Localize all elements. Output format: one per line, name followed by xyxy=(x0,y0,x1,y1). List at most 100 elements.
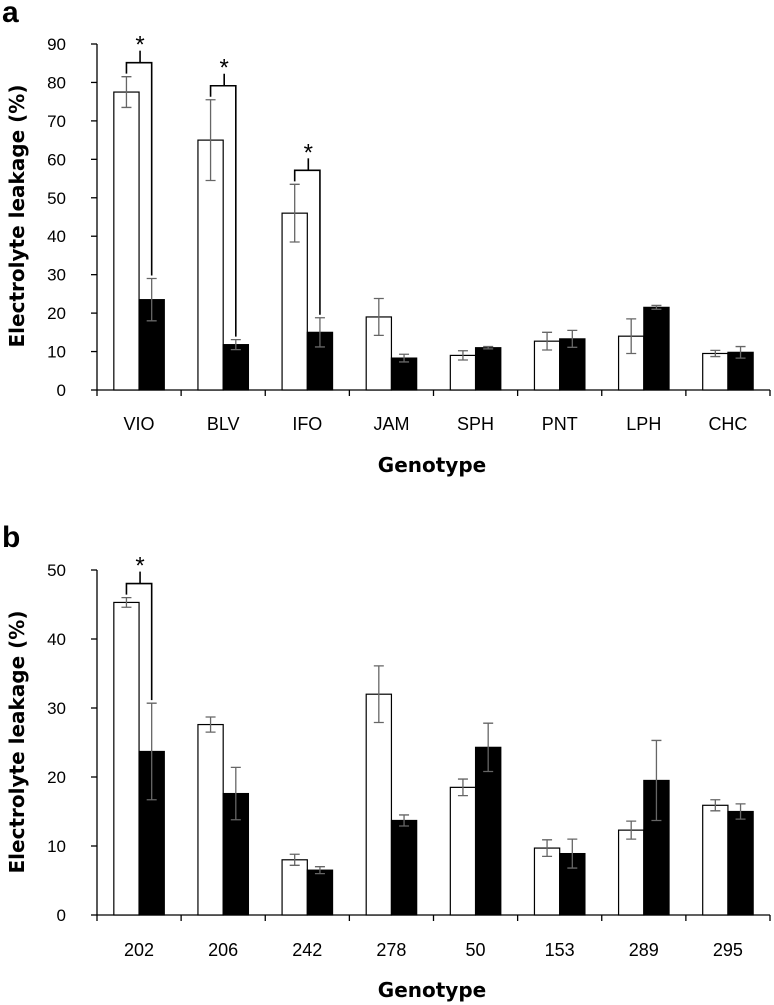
error-bar xyxy=(483,722,494,773)
error-bar xyxy=(205,99,216,182)
y-tick-label: 50 xyxy=(47,561,66,580)
y-tick-label: 70 xyxy=(47,112,66,131)
y-tick-label: 10 xyxy=(47,837,66,856)
x-tick-label: 242 xyxy=(292,940,322,960)
bar-black xyxy=(306,331,334,391)
error-bar xyxy=(373,297,384,337)
x-tick-label: BLV xyxy=(207,414,240,434)
bar-white xyxy=(617,829,645,916)
x-tick-label: PNT xyxy=(542,414,578,434)
y-tick-label: 60 xyxy=(47,150,66,169)
y-tick-label: 20 xyxy=(47,768,66,787)
y-tick-label: 30 xyxy=(47,699,66,718)
y-tick-label: 0 xyxy=(57,381,66,400)
y-tick-label: 80 xyxy=(47,73,66,92)
error-bar xyxy=(710,799,721,812)
error-bar xyxy=(146,702,157,801)
x-axis-title-b: Genotype xyxy=(378,978,486,1002)
x-tick-label: SPH xyxy=(457,414,494,434)
x-axis-title-a: Genotype xyxy=(378,453,486,477)
error-bar xyxy=(205,716,216,733)
bar-white xyxy=(533,847,561,916)
error-bar xyxy=(314,866,325,875)
plot-area-b: 0 10 20 30 40 50 202 206 242 278 50 153 289 295 * xyxy=(47,553,771,960)
x-tick-label: 278 xyxy=(376,940,406,960)
bar-white xyxy=(281,859,308,916)
bar-white xyxy=(113,601,140,916)
error-bar xyxy=(314,317,325,348)
error-bar xyxy=(457,778,468,797)
error-bar xyxy=(146,277,157,322)
bar-black xyxy=(727,810,754,916)
error-bar xyxy=(399,353,410,363)
x-tick-label: VIO xyxy=(124,414,155,434)
significance-bracket xyxy=(293,169,321,315)
error-bar xyxy=(542,331,553,351)
error-bar xyxy=(735,803,746,820)
error-bar xyxy=(542,839,553,857)
x-tick-label: CHC xyxy=(708,414,747,434)
error-bar xyxy=(710,349,721,358)
y-axis-title-a: Electrolyte leakage (%) xyxy=(5,85,29,348)
error-bar xyxy=(230,338,241,351)
bar-black xyxy=(390,819,418,916)
y-tick-label: 10 xyxy=(47,343,66,362)
x-tick-label: 289 xyxy=(629,940,659,960)
bar-white xyxy=(113,91,140,391)
x-tick-label: 202 xyxy=(124,940,154,960)
error-bar xyxy=(373,665,384,724)
significance-star: * xyxy=(135,553,144,580)
bar-white xyxy=(197,723,224,916)
significance-bracket xyxy=(209,84,237,337)
significance-star: * xyxy=(220,55,229,82)
x-tick-label: LPH xyxy=(626,414,661,434)
bar-black xyxy=(474,746,502,916)
error-bar xyxy=(651,739,662,822)
error-bar xyxy=(626,318,637,355)
bar-black xyxy=(474,347,502,391)
error-bar xyxy=(121,76,132,109)
bar-white xyxy=(702,352,729,391)
y-tick-label: 20 xyxy=(47,304,66,323)
plot-area-a: 0 10 20 30 40 50 60 70 80 90 VIO BLV IFO JAM SPH PNT LPH… xyxy=(47,32,771,434)
bar-white xyxy=(365,693,393,916)
bar-black xyxy=(643,306,670,391)
x-tick-label: 50 xyxy=(466,940,486,960)
bar-black xyxy=(559,338,586,391)
x-tick-label: 206 xyxy=(208,940,238,960)
significance-star: * xyxy=(135,32,144,59)
x-tick-label: IFO xyxy=(292,414,322,434)
x-tick-label: 295 xyxy=(713,940,743,960)
significance-bracket xyxy=(125,61,153,276)
error-bar xyxy=(230,766,241,821)
panel-letter-a: a xyxy=(2,0,19,29)
error-bar xyxy=(289,853,300,866)
error-bar xyxy=(121,596,132,608)
significance-star: * xyxy=(304,139,313,166)
error-bar xyxy=(626,820,637,840)
bar-black xyxy=(306,869,334,916)
bar-white xyxy=(197,139,224,391)
y-tick-label: 50 xyxy=(47,189,66,208)
panel-letter-b: b xyxy=(2,521,20,554)
significance-bracket xyxy=(125,582,153,701)
y-tick-label: 40 xyxy=(47,227,66,246)
error-bar xyxy=(399,814,410,827)
error-bar xyxy=(651,304,662,310)
bar-white xyxy=(702,804,729,916)
y-tick-label: 30 xyxy=(47,266,66,285)
y-tick-label: 90 xyxy=(47,35,66,54)
bar-white xyxy=(449,786,477,916)
error-bar xyxy=(735,345,746,359)
bar-black xyxy=(390,357,418,391)
error-bar xyxy=(567,838,578,869)
error-bar xyxy=(483,345,494,350)
error-bar xyxy=(567,329,578,348)
error-bar xyxy=(457,350,468,361)
y-tick-label: 0 xyxy=(57,906,66,925)
panel-a: a Electrolyte leakage (%) Genotype 0 10 20… xyxy=(2,0,771,477)
x-tick-label: JAM xyxy=(373,414,409,434)
error-bar xyxy=(289,183,300,243)
y-tick-label: 40 xyxy=(47,630,66,649)
